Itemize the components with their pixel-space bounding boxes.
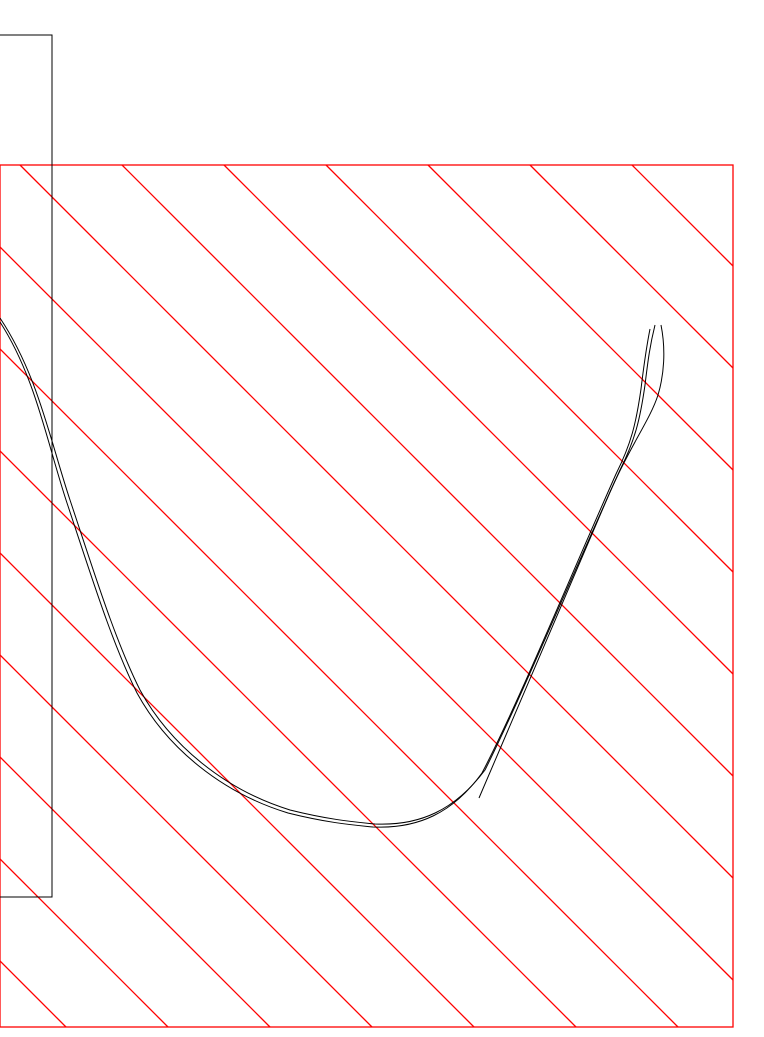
- hatch-line-9: [0, 450, 577, 1028]
- hatch-region-border: [0, 164, 734, 1028]
- hatch-line-11: [0, 654, 373, 1028]
- hatch-line-7: [0, 246, 734, 981]
- hatch-line-10: [0, 552, 475, 1028]
- hatch-line-4: [223, 164, 734, 675]
- outline-box: [0, 34, 53, 898]
- hatch-line-5: [121, 164, 734, 777]
- hatched-region: [0, 164, 734, 1028]
- hatch-lines: [0, 164, 734, 1028]
- hatch-line-0: [631, 164, 734, 267]
- curve-strand-2: [0, 321, 651, 828]
- hatch-line-13: [0, 858, 169, 1028]
- hatch-line-14: [0, 960, 67, 1028]
- hatch-line-6: [19, 164, 734, 879]
- curve-strand-3: [478, 324, 665, 799]
- hatch-line-1: [529, 164, 734, 369]
- hatch-line-3: [325, 164, 734, 573]
- hatch-line-8: [0, 348, 679, 1028]
- hatch-line-12: [0, 756, 271, 1028]
- curve-bundle: [0, 317, 665, 828]
- hatch-line-2: [427, 164, 734, 471]
